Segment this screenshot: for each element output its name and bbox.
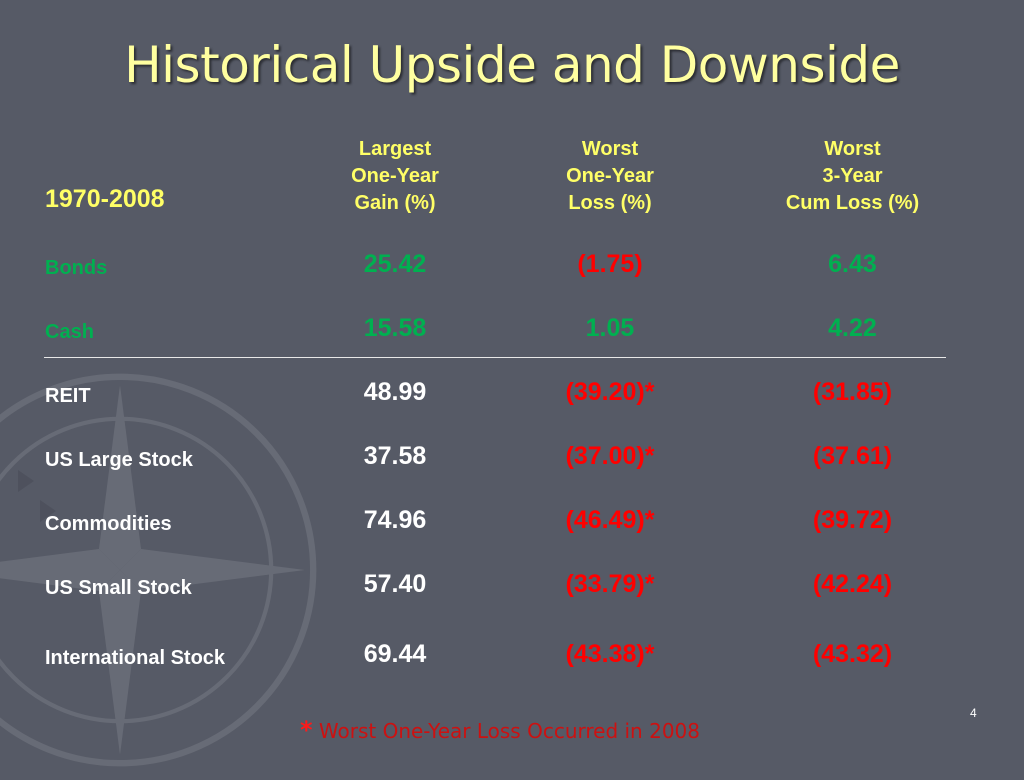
cell-worst-3-year-loss: (39.72) bbox=[812, 506, 893, 534]
cell-largest-gain: 37.58 bbox=[363, 442, 427, 470]
row-label: US Small Stock bbox=[45, 577, 192, 599]
cell-worst-one-year-loss: (39.20)* bbox=[565, 378, 655, 406]
row-label: REIT bbox=[45, 385, 91, 407]
table-row: Cash 15.58 1.05 4.22 bbox=[0, 314, 1024, 354]
slide-title: Historical Upside and Downside bbox=[124, 36, 900, 94]
table-divider bbox=[44, 357, 946, 358]
footnote: * Worst One-Year Loss Occurred in 2008 bbox=[0, 716, 1000, 744]
cell-worst-3-year-loss: 4.22 bbox=[828, 314, 877, 342]
cell-largest-gain: 25.42 bbox=[363, 250, 427, 278]
cell-largest-gain: 69.44 bbox=[363, 640, 427, 668]
row-label: US Large Stock bbox=[45, 449, 193, 471]
table-row: US Small Stock 57.40 (33.79)* (42.24) bbox=[0, 570, 1024, 610]
cell-largest-gain: 15.58 bbox=[363, 314, 427, 342]
row-label: Cash bbox=[45, 321, 94, 343]
arrow-watermark-icon bbox=[40, 500, 56, 522]
period-label: 1970-2008 bbox=[45, 185, 165, 213]
row-label: Commodities bbox=[45, 513, 172, 535]
cell-worst-3-year-loss: (31.85) bbox=[812, 378, 893, 406]
cell-worst-one-year-loss: (1.75) bbox=[577, 250, 643, 278]
table-row: International Stock 69.44 (43.38)* (43.3… bbox=[0, 640, 1024, 680]
cell-worst-one-year-loss: (33.79)* bbox=[565, 570, 655, 598]
cell-worst-one-year-loss: (37.00)* bbox=[565, 442, 655, 470]
cell-largest-gain: 48.99 bbox=[363, 378, 427, 406]
row-label: International Stock bbox=[45, 647, 226, 669]
cell-worst-one-year-loss: (46.49)* bbox=[565, 506, 655, 534]
column-header-worst-3-year-loss: Worst 3-Year Cum Loss (%) bbox=[785, 138, 920, 214]
table-row: REIT 48.99 (39.20)* (31.85) bbox=[0, 378, 1024, 418]
cell-worst-one-year-loss: (43.38)* bbox=[565, 640, 655, 668]
table-row: Bonds 25.42 (1.75) 6.43 bbox=[0, 250, 1024, 290]
footnote-asterisk: * bbox=[299, 716, 313, 744]
arrow-watermark-icon bbox=[18, 470, 34, 492]
footnote-text: Worst One-Year Loss Occurred in 2008 bbox=[312, 719, 700, 743]
column-header-worst-one-year-loss: Worst One-Year Loss (%) bbox=[566, 138, 654, 214]
cell-worst-3-year-loss: 6.43 bbox=[828, 250, 877, 278]
page-number: 4 bbox=[970, 706, 977, 720]
cell-largest-gain: 74.96 bbox=[363, 506, 427, 534]
table-row: US Large Stock 37.58 (37.00)* (37.61) bbox=[0, 442, 1024, 482]
cell-worst-3-year-loss: (43.32) bbox=[812, 640, 893, 668]
cell-largest-gain: 57.40 bbox=[363, 570, 427, 598]
row-label: Bonds bbox=[45, 257, 108, 279]
column-header-largest-gain: Largest One-Year Gain (%) bbox=[351, 138, 439, 214]
cell-worst-one-year-loss: 1.05 bbox=[585, 314, 635, 342]
cell-worst-3-year-loss: (37.61) bbox=[812, 442, 893, 470]
table-row: Commodities 74.96 (46.49)* (39.72) bbox=[0, 506, 1024, 546]
cell-worst-3-year-loss: (42.24) bbox=[812, 570, 893, 598]
